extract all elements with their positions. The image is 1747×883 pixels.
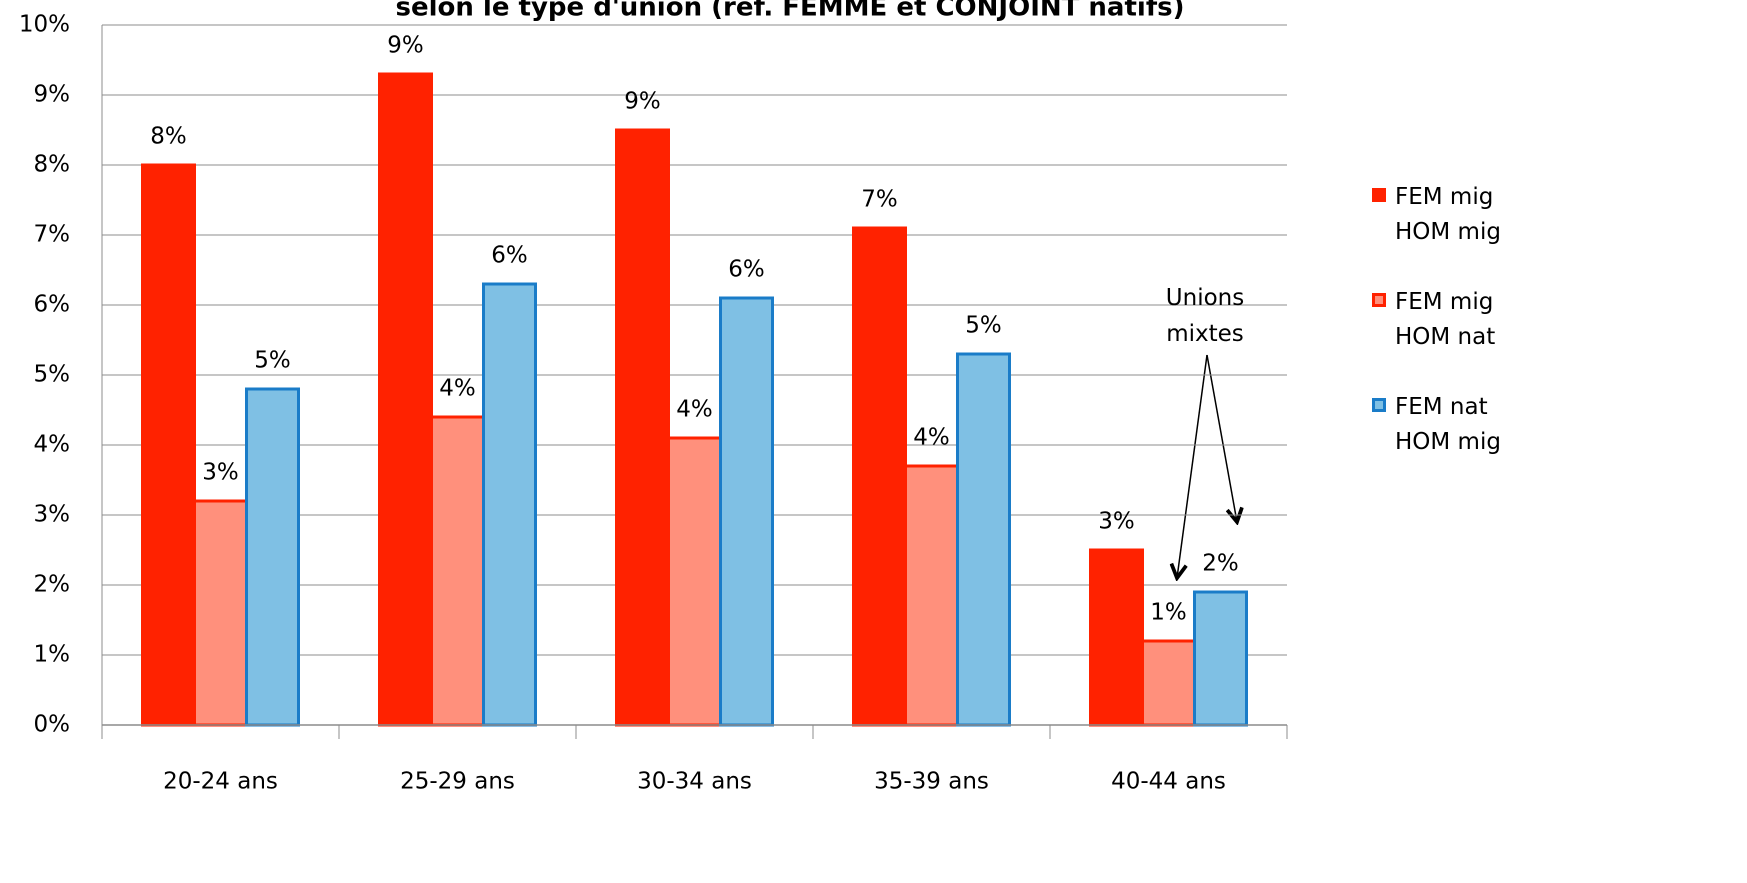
bar xyxy=(667,436,722,727)
bar xyxy=(1141,639,1196,727)
bar xyxy=(141,163,196,727)
data-label: 9% xyxy=(624,89,661,115)
legend-swatch xyxy=(1372,398,1386,412)
data-label: 3% xyxy=(202,460,239,486)
bar xyxy=(1089,548,1144,727)
data-label: 4% xyxy=(913,425,950,451)
bar xyxy=(956,352,1011,727)
x-tick-label: 30-34 ans xyxy=(637,769,752,795)
x-tick-label: 40-44 ans xyxy=(1111,769,1226,795)
bar xyxy=(719,296,774,727)
bar xyxy=(904,464,959,727)
y-tick-label: 9% xyxy=(34,82,71,108)
legend-label: FEM nat HOM mig xyxy=(1395,394,1501,455)
y-tick-label: 2% xyxy=(34,572,71,598)
data-label: 8% xyxy=(150,124,187,150)
annotation: Unions mixtes xyxy=(1165,285,1245,347)
x-tick-label: 25-29 ans xyxy=(400,769,515,795)
data-label: 9% xyxy=(387,33,424,59)
bar xyxy=(482,282,537,727)
x-tick-label: 35-39 ans xyxy=(874,769,989,795)
chart-title: selon le type d'union (réf. FEMME et CON… xyxy=(395,0,1184,23)
bar xyxy=(245,387,300,727)
legend-entry: FEM mig HOM nat xyxy=(1372,285,1512,355)
y-tick-label: 10% xyxy=(19,12,70,38)
y-tick-label: 4% xyxy=(34,432,71,458)
bar xyxy=(615,128,670,727)
data-label: 5% xyxy=(254,348,291,374)
legend-label: FEM mig HOM mig xyxy=(1395,184,1501,245)
legend-entry: FEM nat HOM mig xyxy=(1372,390,1512,460)
bar xyxy=(430,415,485,727)
y-tick-label: 3% xyxy=(34,502,71,528)
data-label: 3% xyxy=(1098,509,1135,535)
data-label: 4% xyxy=(676,397,713,423)
bar xyxy=(193,499,248,727)
y-tick-label: 1% xyxy=(34,642,71,668)
x-tick-label: 20-24 ans xyxy=(163,769,278,795)
y-tick-label: 0% xyxy=(34,712,71,738)
y-tick-label: 6% xyxy=(34,292,71,318)
data-label: 7% xyxy=(861,187,898,213)
legend-swatch xyxy=(1372,188,1386,202)
data-label: 1% xyxy=(1150,600,1187,626)
legend-entry: FEM mig HOM mig xyxy=(1372,180,1512,250)
data-label: 5% xyxy=(965,313,1002,339)
bar xyxy=(378,72,433,727)
bar xyxy=(1193,590,1248,727)
annotation-arrow xyxy=(1177,354,1208,578)
y-tick-label: 8% xyxy=(34,152,71,178)
data-label: 6% xyxy=(491,243,528,269)
data-label: 4% xyxy=(439,376,476,402)
y-tick-label: 5% xyxy=(34,362,71,388)
data-label: 2% xyxy=(1202,551,1239,577)
bar xyxy=(852,226,907,727)
legend-label: FEM mig HOM nat xyxy=(1395,289,1496,350)
data-label: 6% xyxy=(728,257,765,283)
annotation-arrow xyxy=(1206,354,1237,522)
y-tick-label: 7% xyxy=(34,222,71,248)
legend-swatch xyxy=(1372,293,1386,307)
